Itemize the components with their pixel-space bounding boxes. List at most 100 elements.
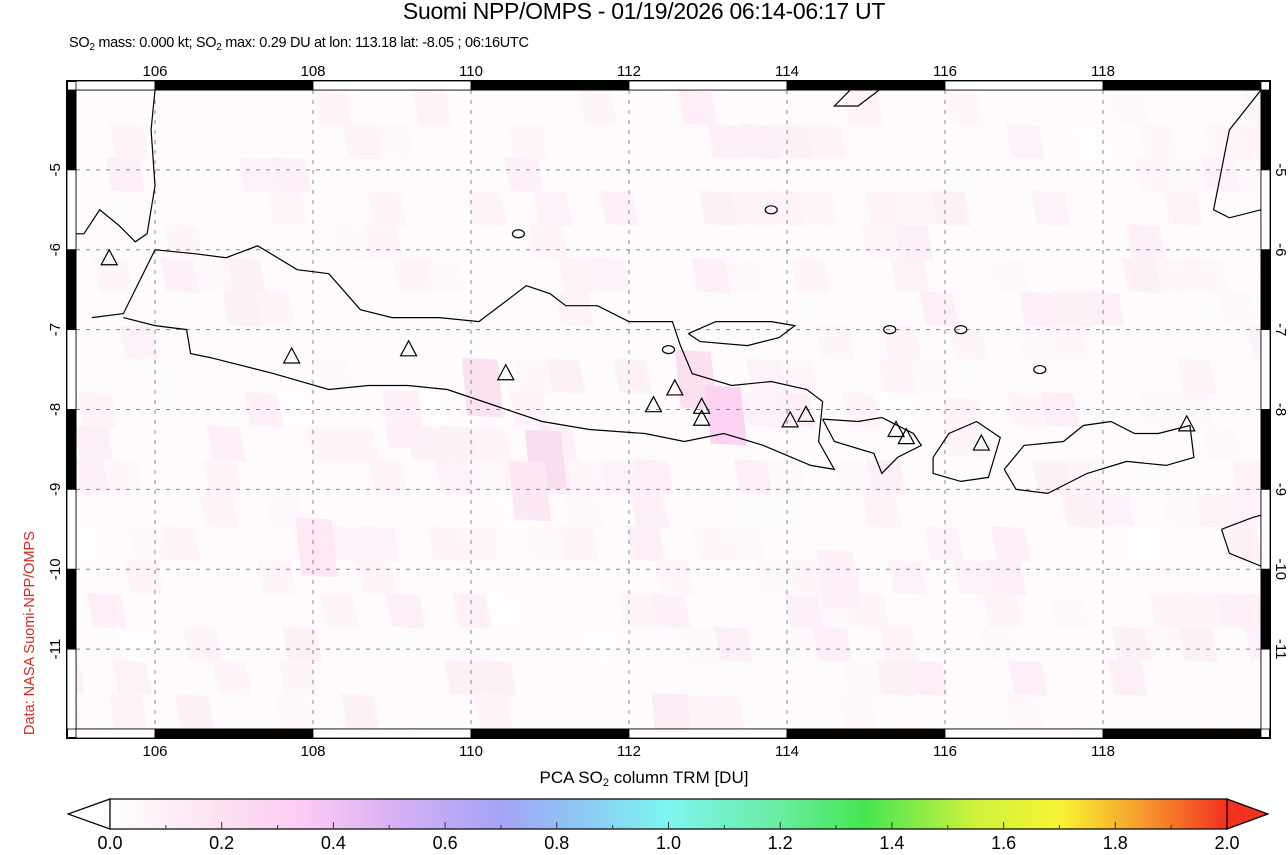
lat-tick-label: -5 — [1272, 163, 1288, 176]
so2-pixel — [1094, 492, 1134, 529]
lon-tick-label: 118 — [1091, 63, 1115, 80]
so2-pixel — [461, 357, 504, 418]
so2-pixel — [585, 593, 625, 629]
so2-pixel — [875, 660, 915, 696]
so2-pixel — [713, 626, 753, 663]
lat-tick-label: -9 — [47, 483, 64, 496]
colorbar-label-text: PCA SO — [539, 768, 603, 787]
so2-pixel — [1005, 123, 1045, 160]
volcano-icon — [796, 405, 815, 422]
so2-pixel — [1173, 391, 1213, 428]
colorbar-tick-label: 0.0 — [97, 833, 123, 853]
so2-pixel — [466, 190, 507, 227]
so2-pixel — [240, 425, 280, 462]
so2-pixel — [1178, 626, 1218, 663]
so2-pixel — [363, 224, 403, 260]
so2-pixel — [76, 699, 82, 729]
so2-pixel — [367, 190, 407, 227]
so2-pixel — [425, 257, 465, 294]
so2-pixel — [1230, 190, 1261, 226]
so2-pixel — [1031, 190, 1071, 227]
so2-pixel — [704, 385, 747, 446]
so2-pixel — [94, 257, 134, 294]
so2-pixel — [76, 693, 115, 729]
coastline — [1212, 90, 1261, 219]
volcano-icon — [972, 433, 991, 451]
so2-pixel — [741, 391, 781, 428]
so2-pixel — [222, 291, 262, 327]
so2-pixel — [493, 526, 533, 562]
so2-pixel — [375, 123, 415, 160]
so2-pixel — [427, 526, 467, 562]
so2-pixel — [732, 190, 772, 227]
map-title: Suomi NPP/OMPS - 01/19/2026 06:14-06:17 … — [402, 0, 886, 24]
so2-pixel — [1163, 190, 1203, 227]
island — [883, 325, 897, 335]
so2-pixel — [504, 157, 544, 193]
lon-tick-label: 116 — [933, 743, 957, 760]
so2-pixel — [255, 291, 296, 327]
so2-pixel — [271, 157, 312, 193]
volcano-icon — [692, 397, 711, 414]
so2-pixel — [879, 626, 919, 663]
so2-pixel — [766, 459, 807, 495]
so2-pixel — [1218, 291, 1258, 327]
so2-pixel — [382, 389, 425, 450]
coastline — [91, 245, 836, 471]
so2-pixel — [931, 190, 971, 227]
so2-pixel — [164, 224, 204, 260]
so2-pixel — [833, 459, 873, 495]
so2-pixel — [1208, 90, 1249, 126]
so2-pixel — [919, 291, 959, 327]
map-frame — [66, 80, 1271, 739]
so2-pixel — [1153, 559, 1193, 596]
so2-pixel — [740, 123, 780, 160]
so2-pixel — [1231, 459, 1261, 495]
so2-pixel — [599, 190, 639, 227]
so2-pixel — [119, 324, 159, 361]
colorbar-tick-label: 0.2 — [209, 833, 235, 853]
so2-pixel — [193, 257, 233, 294]
lat-tick-label: -8 — [1272, 403, 1288, 416]
subscript: 2 — [216, 42, 222, 53]
so2-pixel — [647, 626, 687, 663]
so2-pixel — [591, 257, 631, 294]
so2-pixel — [76, 628, 90, 663]
so2-pixel — [841, 391, 881, 428]
so2-pixel — [563, 492, 604, 529]
coastline — [76, 90, 156, 243]
so2-pixel — [529, 224, 569, 260]
so2-pixel — [935, 157, 975, 193]
so2-pixel — [128, 526, 168, 562]
so2-pixel — [778, 358, 819, 394]
lon-tick-label: 108 — [300, 63, 325, 80]
so2-pixel — [1248, 593, 1261, 628]
so2-pixel — [1161, 492, 1201, 529]
lat-tick-label: -7 — [47, 323, 64, 336]
so2-pixel — [435, 459, 475, 495]
so2-max-text: max: 0.29 DU at lon: 113.18 lat: -8.05 ;… — [221, 35, 529, 51]
so2-pixel — [1165, 459, 1205, 495]
so2-pixel — [202, 459, 243, 495]
volcano-icon — [897, 427, 916, 445]
so2-pixel — [282, 626, 322, 663]
so2-pixel — [342, 123, 382, 160]
so2-pixel — [485, 593, 525, 629]
coastline — [822, 416, 923, 475]
so2-pixel — [1049, 593, 1089, 629]
island — [954, 325, 968, 335]
so2-pixel — [554, 291, 594, 327]
so2-pixel — [614, 626, 654, 663]
so2-pixel — [82, 358, 122, 394]
so2-pixel — [1184, 291, 1225, 327]
so2-pixel — [733, 459, 773, 495]
so2-pixel — [313, 90, 353, 126]
so2-pixel — [327, 526, 367, 562]
so2-pixel — [348, 626, 389, 663]
lat-tick-label: -6 — [47, 243, 64, 256]
so2-pixel — [539, 693, 580, 729]
so2-pixel — [385, 593, 426, 629]
coastlines — [76, 90, 1261, 567]
lat-tick-label: -7 — [1272, 323, 1288, 336]
lat-tick-label: -5 — [47, 163, 64, 176]
